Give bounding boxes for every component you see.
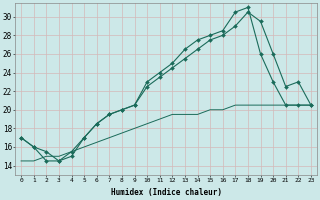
X-axis label: Humidex (Indice chaleur): Humidex (Indice chaleur) [110, 188, 221, 197]
